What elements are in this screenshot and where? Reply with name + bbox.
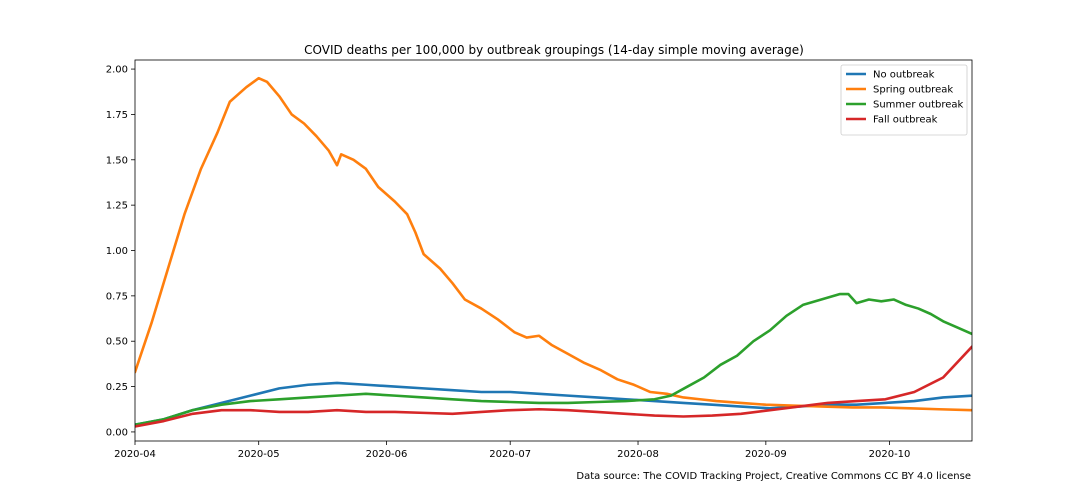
series-line-summer-outbreak	[135, 292, 972, 426]
y-axis: 0.00 0.25 0.50 0.75 1.00 1.25 1.50 1.75 2.00	[106, 65, 135, 438]
x-tick-label: 2020-05	[238, 449, 280, 460]
y-tick-label: 0.75	[106, 291, 128, 302]
legend: No outbreak Spring outbreak Summer outbrea…	[840, 64, 968, 136]
legend-label: Fall outbreak	[873, 115, 938, 126]
series-layer	[135, 76, 972, 428]
x-tick-label: 2020-07	[489, 449, 531, 460]
source-note: Data source: The COVID Tracking Project,…	[576, 471, 971, 482]
legend-box	[840, 64, 968, 136]
y-tick-label: 0.00	[106, 427, 128, 438]
legend-label: Summer outbreak	[873, 100, 964, 111]
y-tick-label: 1.00	[106, 246, 128, 257]
series-line-spring-outbreak	[135, 76, 972, 412]
y-tick-label: 1.25	[106, 201, 128, 212]
x-tick-label: 2020-06	[366, 449, 408, 460]
legend-label: No outbreak	[873, 70, 935, 81]
legend-label: Spring outbreak	[873, 85, 953, 96]
chart-title: COVID deaths per 100,000 by outbreak gro…	[304, 43, 804, 57]
series-line-fall-outbreak	[135, 345, 972, 428]
x-tick-label: 2020-09	[745, 449, 787, 460]
y-tick-label: 0.50	[106, 337, 128, 348]
x-tick-label: 2020-10	[869, 449, 911, 460]
y-tick-label: 1.75	[106, 110, 128, 121]
y-tick-label: 2.00	[106, 65, 128, 76]
x-axis: 2020-04 2020-05 2020-06 2020-07 2020-08 2020-…	[114, 441, 910, 460]
y-tick-label: 1.50	[106, 155, 128, 166]
x-tick-label: 2020-04	[114, 449, 156, 460]
series-line-no-outbreak	[135, 381, 972, 426]
y-tick-label: 0.25	[106, 382, 128, 393]
x-tick-label: 2020-08	[617, 449, 659, 460]
